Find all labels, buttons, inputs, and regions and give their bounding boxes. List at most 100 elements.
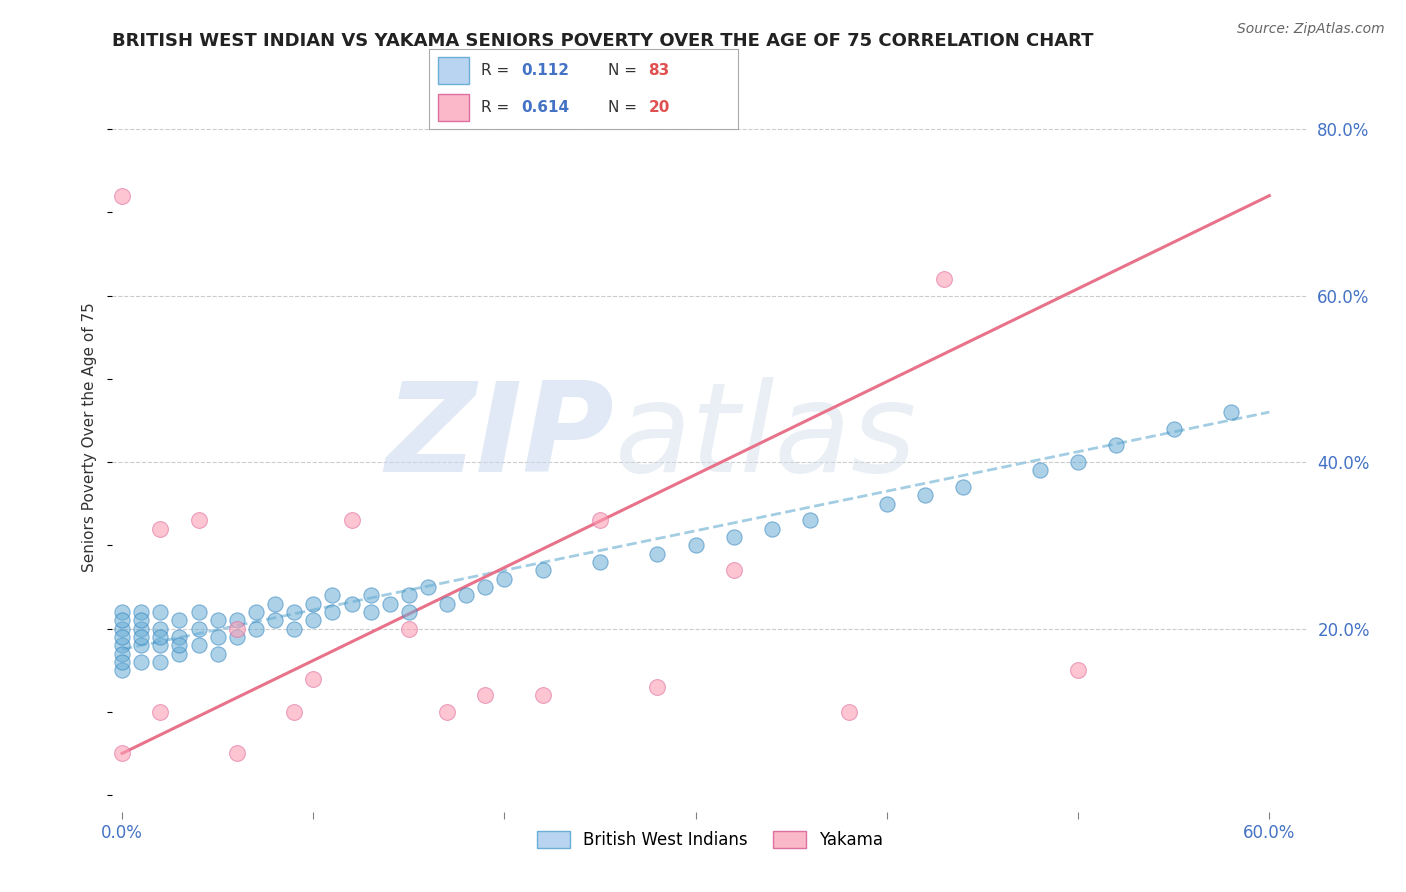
Point — [934, 272, 956, 286]
Point — [474, 688, 496, 702]
Text: BRITISH WEST INDIAN VS YAKAMA SENIORS POVERTY OVER THE AGE OF 75 CORRELATION CHA: BRITISH WEST INDIAN VS YAKAMA SENIORS PO… — [112, 32, 1094, 50]
Point — [531, 688, 554, 702]
Point — [149, 705, 172, 719]
Point — [129, 605, 152, 619]
Point — [187, 622, 209, 636]
Point — [225, 747, 247, 761]
Point — [340, 597, 363, 611]
Point — [169, 647, 191, 661]
Point — [149, 522, 172, 536]
Point — [111, 647, 134, 661]
Point — [111, 747, 134, 761]
Point — [207, 630, 229, 644]
Point — [685, 538, 707, 552]
Point — [245, 605, 267, 619]
Point — [129, 655, 152, 669]
Point — [436, 597, 458, 611]
Point — [647, 680, 669, 694]
Point — [436, 705, 458, 719]
Point — [169, 630, 191, 644]
Point — [1105, 438, 1128, 452]
Point — [398, 622, 420, 636]
Point — [474, 580, 496, 594]
Point — [187, 605, 209, 619]
Point — [531, 563, 554, 577]
Point — [647, 547, 669, 561]
Text: 20: 20 — [648, 100, 669, 115]
Text: N =: N = — [609, 100, 643, 115]
Point — [589, 513, 612, 527]
Point — [111, 605, 134, 619]
Point — [149, 622, 172, 636]
Point — [340, 513, 363, 527]
Point — [264, 597, 287, 611]
Point — [302, 672, 325, 686]
Point — [129, 630, 152, 644]
Point — [589, 555, 612, 569]
Point — [264, 613, 287, 627]
Point — [799, 513, 821, 527]
FancyBboxPatch shape — [439, 57, 470, 85]
Text: N =: N = — [609, 63, 643, 78]
Point — [398, 605, 420, 619]
Point — [1220, 405, 1243, 419]
Point — [187, 638, 209, 652]
Point — [723, 530, 745, 544]
Text: 0.112: 0.112 — [522, 63, 569, 78]
Text: ZIP: ZIP — [385, 376, 614, 498]
Point — [129, 622, 152, 636]
Point — [111, 622, 134, 636]
Point — [149, 605, 172, 619]
Point — [914, 488, 936, 502]
Point — [321, 605, 343, 619]
Point — [283, 705, 305, 719]
Point — [876, 497, 898, 511]
Point — [723, 563, 745, 577]
Text: Source: ZipAtlas.com: Source: ZipAtlas.com — [1237, 22, 1385, 37]
Point — [1163, 422, 1185, 436]
Point — [283, 622, 305, 636]
Point — [111, 638, 134, 652]
Point — [761, 522, 783, 536]
Point — [111, 655, 134, 669]
Text: atlas: atlas — [614, 376, 917, 498]
Text: 83: 83 — [648, 63, 669, 78]
Point — [149, 630, 172, 644]
Point — [187, 513, 209, 527]
Point — [207, 613, 229, 627]
Point — [225, 613, 247, 627]
Point — [378, 597, 401, 611]
Point — [129, 638, 152, 652]
Point — [952, 480, 974, 494]
Text: R =: R = — [481, 63, 515, 78]
Point — [1067, 663, 1090, 677]
Point — [207, 647, 229, 661]
Point — [149, 655, 172, 669]
Point — [321, 588, 343, 602]
Point — [111, 613, 134, 627]
Point — [111, 663, 134, 677]
Point — [1067, 455, 1090, 469]
Legend: British West Indians, Yakama: British West Indians, Yakama — [530, 824, 890, 855]
Point — [225, 630, 247, 644]
Point — [302, 613, 325, 627]
Point — [283, 605, 305, 619]
Point — [398, 588, 420, 602]
Text: 0.614: 0.614 — [522, 100, 569, 115]
Y-axis label: Seniors Poverty Over the Age of 75: Seniors Poverty Over the Age of 75 — [82, 302, 97, 572]
Point — [111, 630, 134, 644]
Point — [302, 597, 325, 611]
Point — [360, 605, 382, 619]
Point — [456, 588, 478, 602]
Point — [838, 705, 860, 719]
Point — [129, 613, 152, 627]
Point — [1029, 463, 1052, 477]
FancyBboxPatch shape — [439, 94, 470, 121]
Point — [416, 580, 439, 594]
Point — [169, 638, 191, 652]
Point — [225, 622, 247, 636]
Text: R =: R = — [481, 100, 515, 115]
Point — [245, 622, 267, 636]
Point — [149, 638, 172, 652]
Point — [111, 188, 134, 202]
